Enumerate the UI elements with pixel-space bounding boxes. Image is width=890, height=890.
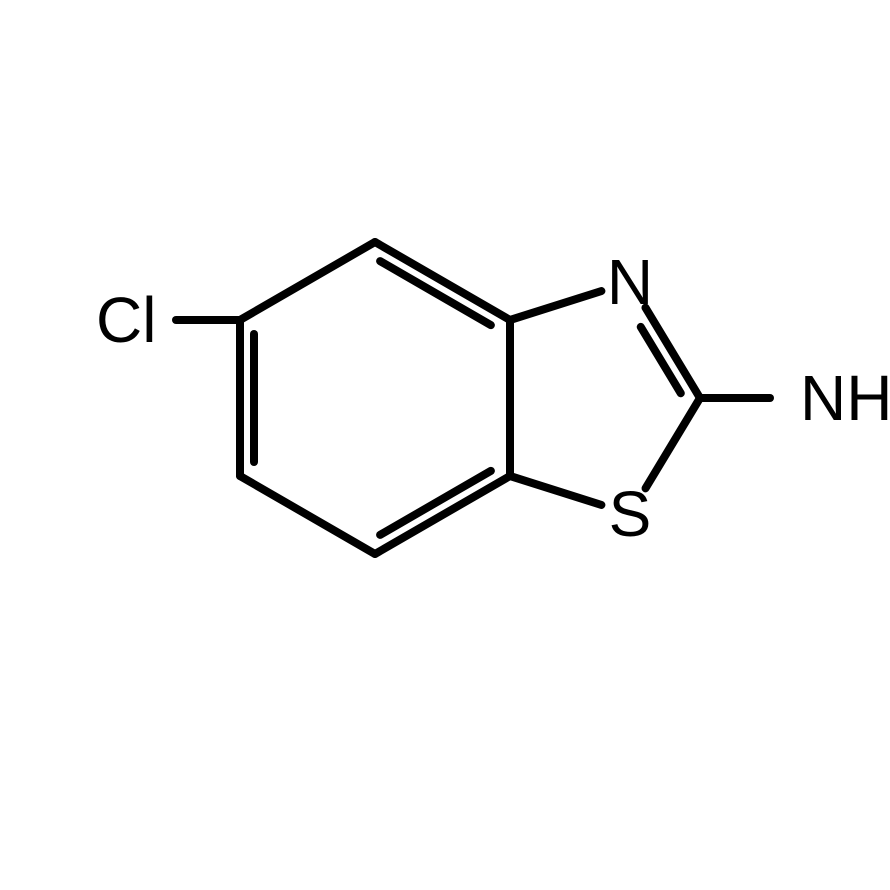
svg-text:Cl: Cl (96, 284, 156, 356)
svg-text:N: N (607, 246, 653, 318)
svg-text:S: S (609, 478, 652, 550)
svg-text:NH2: NH2 (800, 362, 890, 438)
